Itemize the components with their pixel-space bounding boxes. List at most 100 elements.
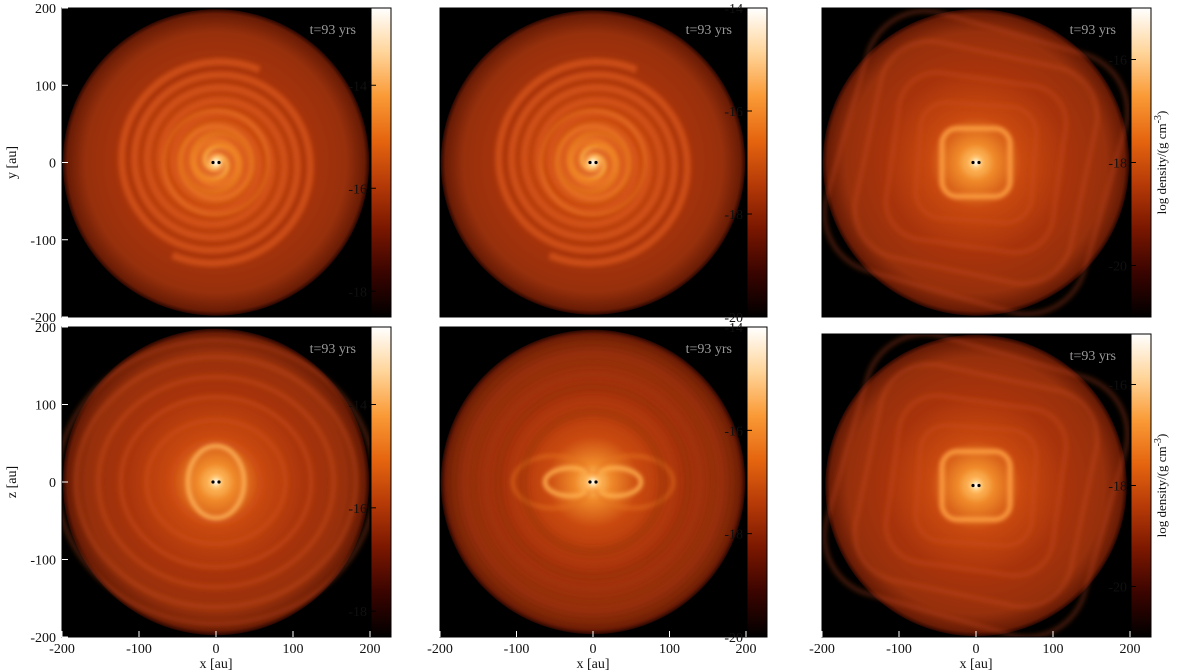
panel-top-left: t=93 yrs 200 100 0 -100 -200 y [au] -14 -16 -18 (5, 2, 392, 326)
inner-ring (191, 138, 241, 187)
shell-square (852, 38, 1100, 287)
star-dot (977, 483, 981, 488)
panel-top-right: t=93 yrs -16 -18 -20 log density/(g cm-3) (821, 7, 1169, 318)
x-axis-label: x [au] (576, 657, 609, 672)
shell-square (939, 449, 1013, 522)
x-tick-label: -200 (49, 642, 75, 657)
inner-ring (555, 124, 631, 201)
colorbar: -14 -16 -18 (348, 7, 392, 318)
panel-bottom-right: t=93 yrs -200 -100 0 100 200 x [au] -16 -18 -20 lo… (809, 333, 1169, 672)
panel-bottom-left: t=93 yrs 200 100 0 -100 -200 z [au] -200 -100 0 10… (5, 321, 392, 672)
star-dot (588, 480, 592, 484)
colorbar-tick-label: -14 (348, 399, 367, 414)
y-tick-label: -200 (30, 311, 56, 326)
plot-area (822, 334, 1130, 637)
x-tick-label: -200 (427, 642, 453, 657)
star-dot (217, 480, 221, 484)
inner-ring (162, 109, 270, 216)
colorbar-tick-label: -18 (348, 285, 367, 300)
colorbar-tick-label: -18 (1108, 480, 1127, 495)
colorbar-tick-label: -16 (348, 182, 367, 197)
shell-square (939, 126, 1013, 199)
x-tick-label: 200 (1120, 642, 1141, 657)
colorbar-tick-label: -16 (348, 502, 367, 517)
colorbar-title-main: log density/(g cm (1154, 446, 1169, 537)
time-label: t=93 yrs (310, 23, 356, 38)
core-glow (964, 150, 988, 175)
time-label: t=93 yrs (686, 23, 732, 38)
colorbar-tick-label: -16 (724, 105, 743, 120)
colorbar-gradient (746, 7, 768, 318)
inner-shell (186, 444, 246, 520)
density-structure (495, 58, 691, 267)
inner-ring (568, 138, 618, 187)
colorbar-tick-label: -20 (1108, 581, 1127, 596)
x-tick-label: 200 (736, 642, 757, 657)
colorbar-title-main: log density/(g cm (1154, 123, 1169, 214)
colorbar-tick-label: -18 (348, 605, 367, 620)
x-tick-label: 100 (1043, 642, 1064, 657)
core-glow (964, 473, 988, 498)
colorbar-title-end: ) (1154, 434, 1169, 438)
plot-area (440, 327, 746, 637)
colorbar: -16 -18 -20 log density/(g cm-3) (1108, 333, 1169, 638)
y-tick-label: -100 (30, 234, 56, 249)
y-axis-label: y [au] (5, 146, 20, 179)
shell-square (822, 334, 1130, 637)
plot-frame (439, 7, 747, 318)
colorbar-gradient (370, 326, 392, 638)
y-tick-label: -100 (30, 554, 56, 569)
shell-square (883, 70, 1069, 255)
core-glow (581, 150, 605, 175)
colorbar-title-sup: -3 (1153, 115, 1164, 123)
core-glow (204, 470, 228, 494)
x-tick-label: -100 (126, 642, 152, 657)
y-tick-label: 0 (49, 157, 56, 172)
colorbar-tick-label: -14 (724, 2, 743, 17)
shell-square (852, 361, 1100, 610)
colorbar-tick-label: -18 (724, 208, 743, 223)
plot-area (62, 8, 370, 317)
star-dot (588, 160, 592, 165)
colorbar-tick-label: -20 (724, 311, 743, 326)
inner-ring (539, 109, 647, 216)
density-structure (62, 331, 370, 633)
core-glow (581, 470, 605, 494)
shell-square (883, 393, 1069, 578)
core-glow (204, 150, 228, 175)
colorbar-tick-label: -20 (724, 631, 743, 646)
y-axis-label: z [au] (5, 466, 20, 498)
star-dot (217, 160, 221, 165)
x-tick-label: -100 (504, 642, 530, 657)
colorbar-title-end: ) (1154, 111, 1169, 115)
y-tick-label: -200 (30, 631, 56, 646)
x-tick-label: -200 (809, 642, 835, 657)
panel-bottom-middle: t=93 yrs -200 -100 0 100 200 x [au] -14 -16 -18 -2… (427, 321, 768, 672)
star-dot (971, 160, 975, 165)
x-tick-label: 100 (283, 642, 304, 657)
star-dot (977, 160, 981, 165)
x-tick-label: -100 (886, 642, 912, 657)
colorbar-title: log density/(g cm-3) (1153, 434, 1169, 538)
colorbar: -14 -16 -18 -20 (724, 2, 768, 326)
y-tick-label: 200 (35, 2, 56, 17)
colorbar-gradient (746, 326, 768, 638)
shell-square (913, 422, 1039, 549)
x-tick-label: 0 (213, 642, 220, 657)
x-tick-label: 100 (659, 642, 680, 657)
colorbar-tick-label: -18 (1108, 157, 1127, 172)
star-dot (211, 480, 215, 484)
density-structure (450, 331, 736, 633)
colorbar: -14 -16 -18 -20 (724, 321, 768, 646)
star-dot (594, 160, 598, 165)
density-structure (118, 58, 314, 267)
shell-square (913, 99, 1039, 226)
density-structure (822, 8, 1130, 317)
colorbar-tick-label: -16 (1108, 379, 1127, 394)
inner-ring (178, 124, 254, 201)
y-tick-label: 0 (49, 476, 56, 491)
x-tick-label: 0 (973, 642, 980, 657)
x-axis-label: x [au] (959, 657, 992, 672)
